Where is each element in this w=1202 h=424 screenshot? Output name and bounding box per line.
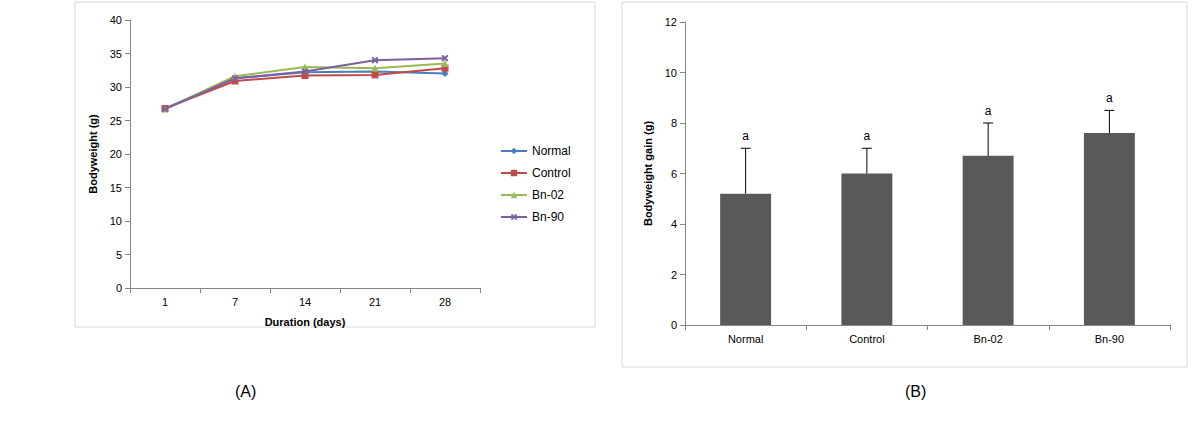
svg-text:a: a [1106,91,1113,105]
svg-text:Bodyweight gain (g): Bodyweight gain (g) [642,121,654,226]
svg-text:10: 10 [110,215,122,227]
svg-text:1: 1 [162,296,168,308]
svg-text:0: 0 [671,319,677,331]
svg-text:Bn-90: Bn-90 [532,210,564,224]
svg-text:0: 0 [116,282,122,294]
svg-text:35: 35 [110,48,122,60]
svg-text:a: a [742,129,749,143]
svg-text:25: 25 [110,115,122,127]
svg-text:15: 15 [110,182,122,194]
svg-text:Control: Control [532,166,571,180]
svg-text:30: 30 [110,81,122,93]
svg-text:Normal: Normal [532,144,571,158]
svg-text:2: 2 [671,269,677,281]
svg-text:Bn-02: Bn-02 [973,333,1002,345]
svg-text:7: 7 [232,296,238,308]
svg-text:a: a [985,104,992,118]
svg-text:5: 5 [116,249,122,261]
svg-text:(A): (A) [235,383,256,400]
svg-text:4: 4 [671,218,677,230]
svg-text:28: 28 [439,296,451,308]
svg-text:6: 6 [671,168,677,180]
svg-text:Normal: Normal [728,333,763,345]
svg-text:Control: Control [849,333,884,345]
svg-text:20: 20 [110,148,122,160]
svg-text:(B): (B) [905,383,926,400]
svg-text:14: 14 [299,296,311,308]
svg-text:8: 8 [671,117,677,129]
svg-text:12: 12 [665,16,677,28]
svg-text:21: 21 [369,296,381,308]
svg-text:Bn-02: Bn-02 [532,188,564,202]
svg-text:Bn-90: Bn-90 [1095,333,1124,345]
svg-text:10: 10 [665,67,677,79]
svg-text:Duration (days): Duration (days) [265,316,346,328]
svg-text:a: a [864,129,871,143]
svg-text:40: 40 [110,14,122,26]
svg-text:Bodyweight (g): Bodyweight (g) [87,114,99,194]
